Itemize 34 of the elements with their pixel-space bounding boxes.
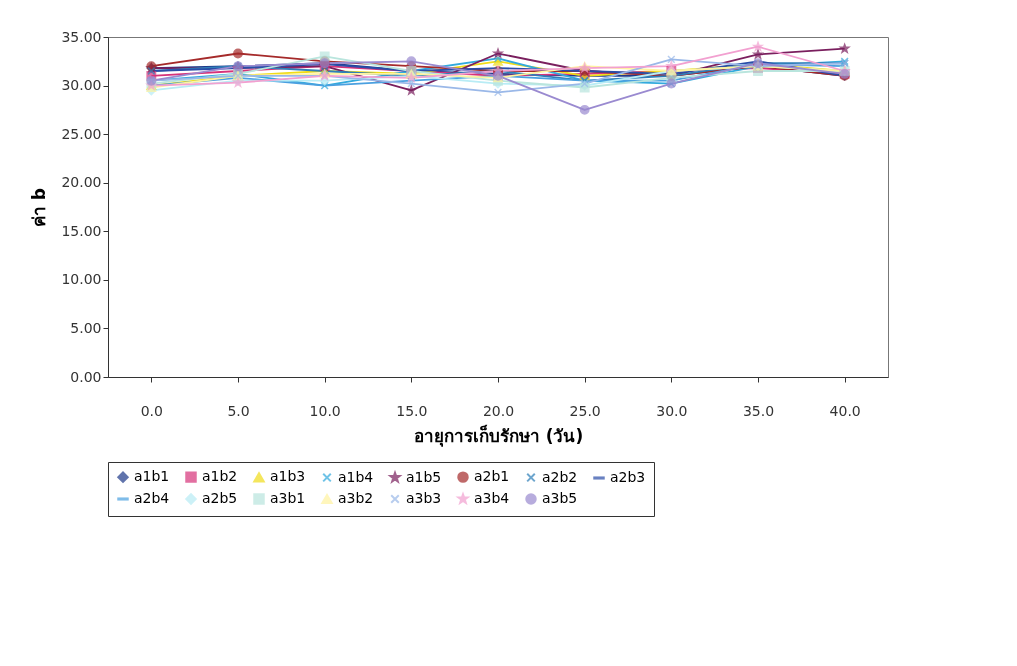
x-tick-label: 40.0 <box>829 402 861 419</box>
y-axis-title: ค่า b <box>29 187 50 228</box>
y-tick-label: 35.00 <box>61 28 102 45</box>
x-tick-label: 0.0 <box>140 402 163 419</box>
x-tick-label: 30.0 <box>656 402 688 419</box>
y-tick-label: 10.00 <box>61 271 102 288</box>
legend-label: a1b1 <box>134 468 170 485</box>
y-tick-label: 5.00 <box>70 319 102 336</box>
x-axis-title: อายุการเก็บรักษา (วัน) <box>413 423 584 447</box>
x-tick-label: 5.0 <box>227 402 250 419</box>
legend-label: a2b3 <box>610 469 646 485</box>
legend-label: a1b4 <box>338 468 374 485</box>
legend-label: a2b1 <box>474 468 510 485</box>
legend-label: a2b5 <box>202 490 238 506</box>
legend-label: a3b4 <box>474 490 510 506</box>
y-tick-label: 25.00 <box>61 125 102 142</box>
x-tick-label: 10.0 <box>309 402 341 419</box>
legend-label: a3b1 <box>270 490 306 506</box>
legend-label: a2b4 <box>134 490 170 506</box>
y-tick-label: 30.00 <box>61 77 102 94</box>
y-tick-label: 15.00 <box>61 222 102 239</box>
legend-label: a1b3 <box>270 468 306 485</box>
legend-label: a3b5 <box>542 490 578 506</box>
x-tick-label: 15.0 <box>396 402 428 419</box>
legend-label: a1b5 <box>406 468 442 485</box>
legend-label: a3b2 <box>338 490 374 506</box>
legend-label: a2b2 <box>542 468 578 485</box>
legend-label: a1b2 <box>202 468 238 485</box>
y-tick-label: 0.00 <box>70 368 102 385</box>
x-tick-label: 35.0 <box>742 402 775 419</box>
legend-label: a3b3 <box>406 490 442 506</box>
y-tick-label: 20.00 <box>61 174 102 191</box>
x-tick-label: 25.0 <box>569 402 601 419</box>
x-tick-label: 20.0 <box>482 402 515 419</box>
